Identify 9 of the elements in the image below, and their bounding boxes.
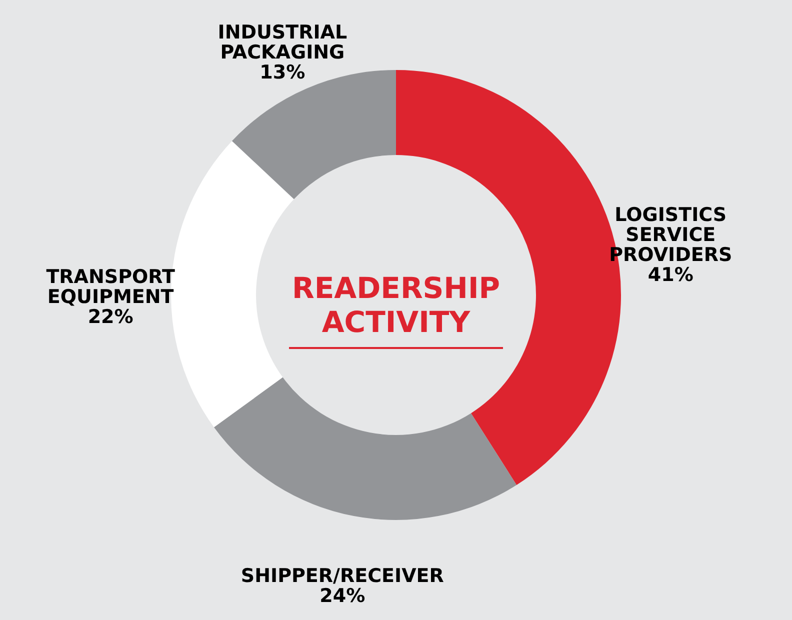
- data-label: 41%: [648, 264, 694, 286]
- data-label: 13%: [260, 62, 306, 84]
- text: READERSHIP ACTIVITY: [292, 271, 500, 339]
- slice-label: TRANSPORT EQUIPMENT: [46, 266, 175, 308]
- slice-label: SHIPPER/RECEIVER: [240, 564, 444, 587]
- data-label: 22%: [88, 306, 134, 328]
- donut-slice: [214, 377, 517, 520]
- data-label: 24%: [320, 584, 366, 607]
- slice-label: INDUSTRIAL PACKAGING: [218, 22, 348, 64]
